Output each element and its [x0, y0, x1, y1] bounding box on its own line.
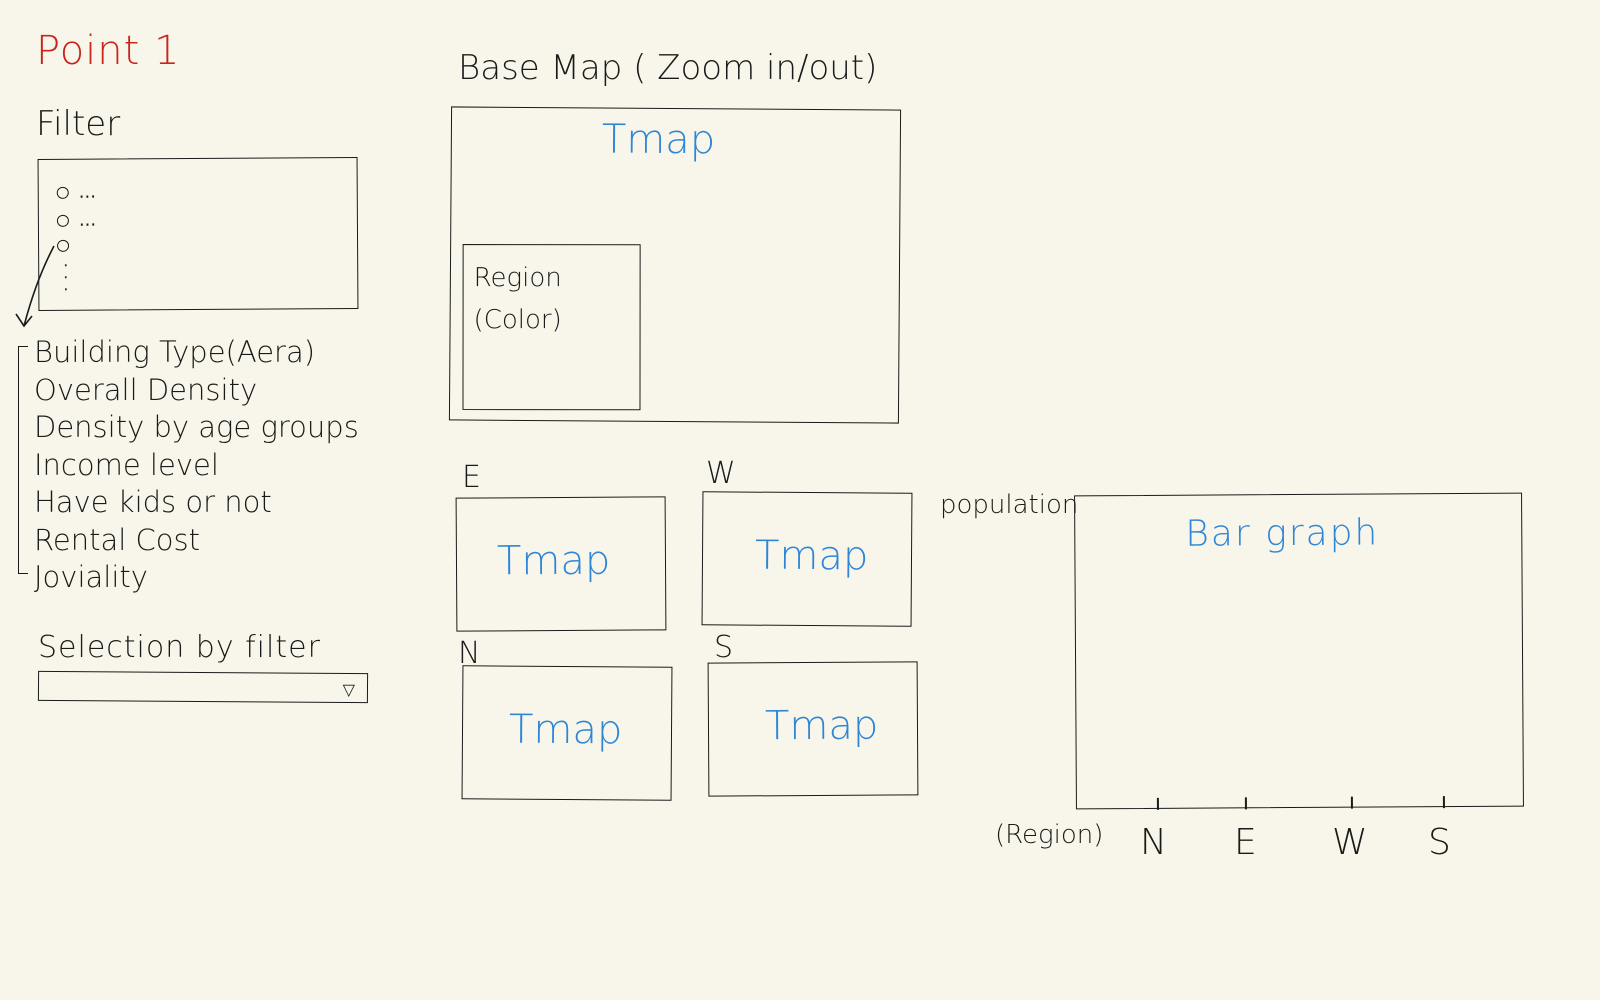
dropdown-arrow-icon[interactable]: ▽ [342, 679, 356, 700]
selection-dropdown[interactable]: ▽ [37, 670, 369, 704]
filter-option[interactable]: Density by age groups [34, 410, 359, 444]
x-tick-label: N [1140, 822, 1167, 863]
filter-panel: ... ... · · · [37, 157, 359, 311]
filter-radio-option[interactable]: ... [56, 181, 96, 203]
region-label-line1: Region [473, 263, 562, 294]
region-map-tmap-label: Tmap [754, 532, 869, 580]
region-map-tmap-label: Tmap [508, 706, 623, 754]
bar-graph[interactable]: Bar graph [1074, 492, 1524, 810]
expand-arrow-icon [15, 245, 55, 328]
filter-options-list: Building Type(Aera) Overall Density Dens… [34, 334, 359, 597]
region-map-e[interactable]: Tmap [455, 496, 667, 632]
filter-radio-label: ... [78, 209, 97, 231]
selection-label: Selection by filter [38, 630, 321, 665]
filter-radio-option[interactable]: ... [56, 209, 97, 231]
region-color-panel[interactable]: Region (Color) [462, 244, 641, 411]
filter-option[interactable]: Overall Density [34, 372, 258, 407]
region-map-s[interactable]: Tmap [707, 661, 919, 797]
region-map-w[interactable]: Tmap [701, 491, 913, 627]
page-title: Point 1 [36, 28, 181, 74]
axis-tick [1442, 796, 1445, 809]
filter-option[interactable]: Income level [34, 447, 219, 482]
region-map-label-n: N [458, 636, 481, 671]
x-tick-label: W [1332, 822, 1368, 863]
radio-icon[interactable] [56, 186, 69, 199]
region-color-label: Region (Color) [474, 257, 562, 341]
axis-tick [1350, 796, 1353, 809]
filter-option[interactable]: Rental Cost [34, 522, 200, 557]
base-map-tmap-label: Tmap [601, 116, 716, 164]
axis-tick [1156, 797, 1159, 810]
x-tick-label: E [1234, 822, 1257, 863]
region-map-tmap-label: Tmap [496, 537, 611, 585]
filter-option[interactable]: Building Type(Aera) [34, 335, 316, 369]
filter-option[interactable]: Have kids or not [34, 485, 272, 519]
region-map-label-s: S [714, 630, 734, 665]
filter-option[interactable]: Joviality [34, 560, 148, 594]
region-map-n[interactable]: Tmap [461, 665, 673, 801]
base-map[interactable]: Tmap Region (Color) [448, 106, 902, 424]
region-label-line2: (Color) [473, 305, 562, 336]
chart-y-axis-label: population [940, 490, 1079, 520]
axis-tick [1244, 797, 1247, 810]
region-map-label-e: E [462, 460, 481, 495]
x-tick-label: S [1428, 822, 1451, 863]
filter-radio-label: ... [78, 181, 96, 203]
region-map-tmap-label: Tmap [764, 702, 879, 750]
bar-graph-title: Bar graph [1185, 512, 1380, 555]
region-map-label-w: W [706, 456, 736, 491]
radio-icon[interactable] [56, 214, 69, 227]
basemap-label: Base Map ( Zoom in/out) [458, 48, 878, 88]
filter-heading: Filter [36, 104, 121, 144]
options-bracket [18, 346, 28, 574]
chart-x-axis-label: (Region) [995, 820, 1104, 850]
